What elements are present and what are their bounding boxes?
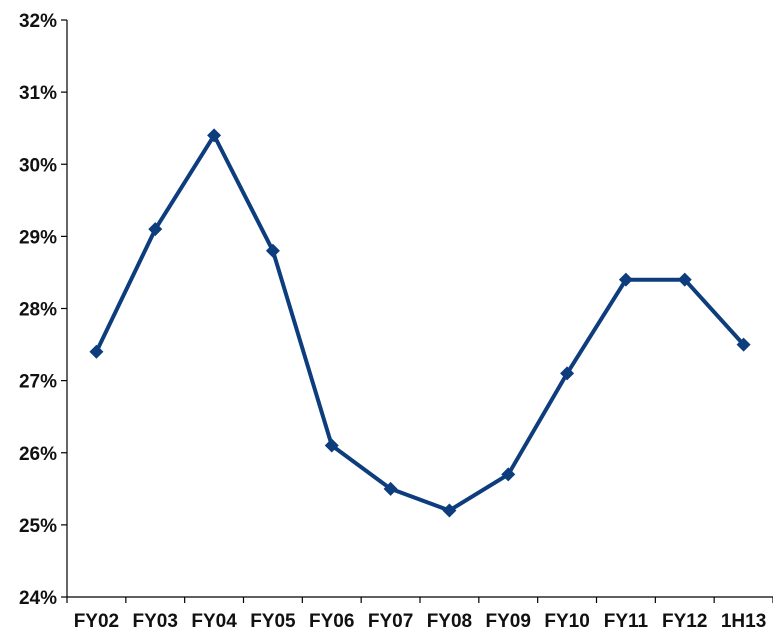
y-axis: 24% 25% 26% 27% 28% 29% 30% 31% 32%	[19, 11, 68, 609]
data-point-marker	[677, 272, 692, 287]
data-point-marker	[265, 243, 280, 258]
y-tick-label: 29%	[19, 227, 57, 248]
y-tick-label: 30%	[19, 155, 57, 176]
x-tick-label: FY06	[309, 611, 354, 632]
data-point-marker	[148, 222, 163, 237]
y-tick-label: 28%	[19, 300, 57, 321]
y-tick-label: 32%	[19, 11, 57, 32]
data-point-marker	[736, 337, 751, 352]
data-point-marker	[618, 272, 633, 287]
x-tick-label: FY08	[427, 611, 472, 632]
y-tick-label: 26%	[19, 444, 57, 465]
data-point-marker	[560, 366, 575, 381]
series-line	[94, 133, 746, 513]
data-point-marker	[89, 344, 104, 359]
x-tick-label: FY05	[250, 611, 296, 632]
data-point-marker	[207, 128, 222, 143]
data-point-marker	[501, 467, 516, 482]
x-axis: FY02 FY03 FY04 FY05 FY06 FY07 FY08 FY09 FY10 FY11…	[66, 596, 773, 632]
data-point-marker	[324, 438, 339, 453]
series-group	[89, 128, 751, 518]
y-tick-label: 24%	[19, 588, 57, 609]
x-tick-label: 1H13	[721, 611, 766, 632]
y-tick-label: 31%	[19, 83, 57, 104]
x-tick-label: FY09	[486, 611, 531, 632]
data-point-marker	[383, 481, 398, 496]
x-tick-label: FY07	[368, 611, 413, 632]
x-tick-label: FY02	[74, 611, 119, 632]
x-tick-label: FY12	[662, 611, 707, 632]
x-tick-label: FY03	[133, 611, 178, 632]
y-tick-label: 27%	[19, 372, 57, 393]
data-point-marker	[442, 503, 457, 518]
x-tick-label: FY11	[604, 611, 649, 632]
x-tick-label: FY04	[191, 611, 237, 632]
y-tick-label: 25%	[19, 516, 57, 537]
x-tick-label: FY10	[544, 611, 589, 632]
